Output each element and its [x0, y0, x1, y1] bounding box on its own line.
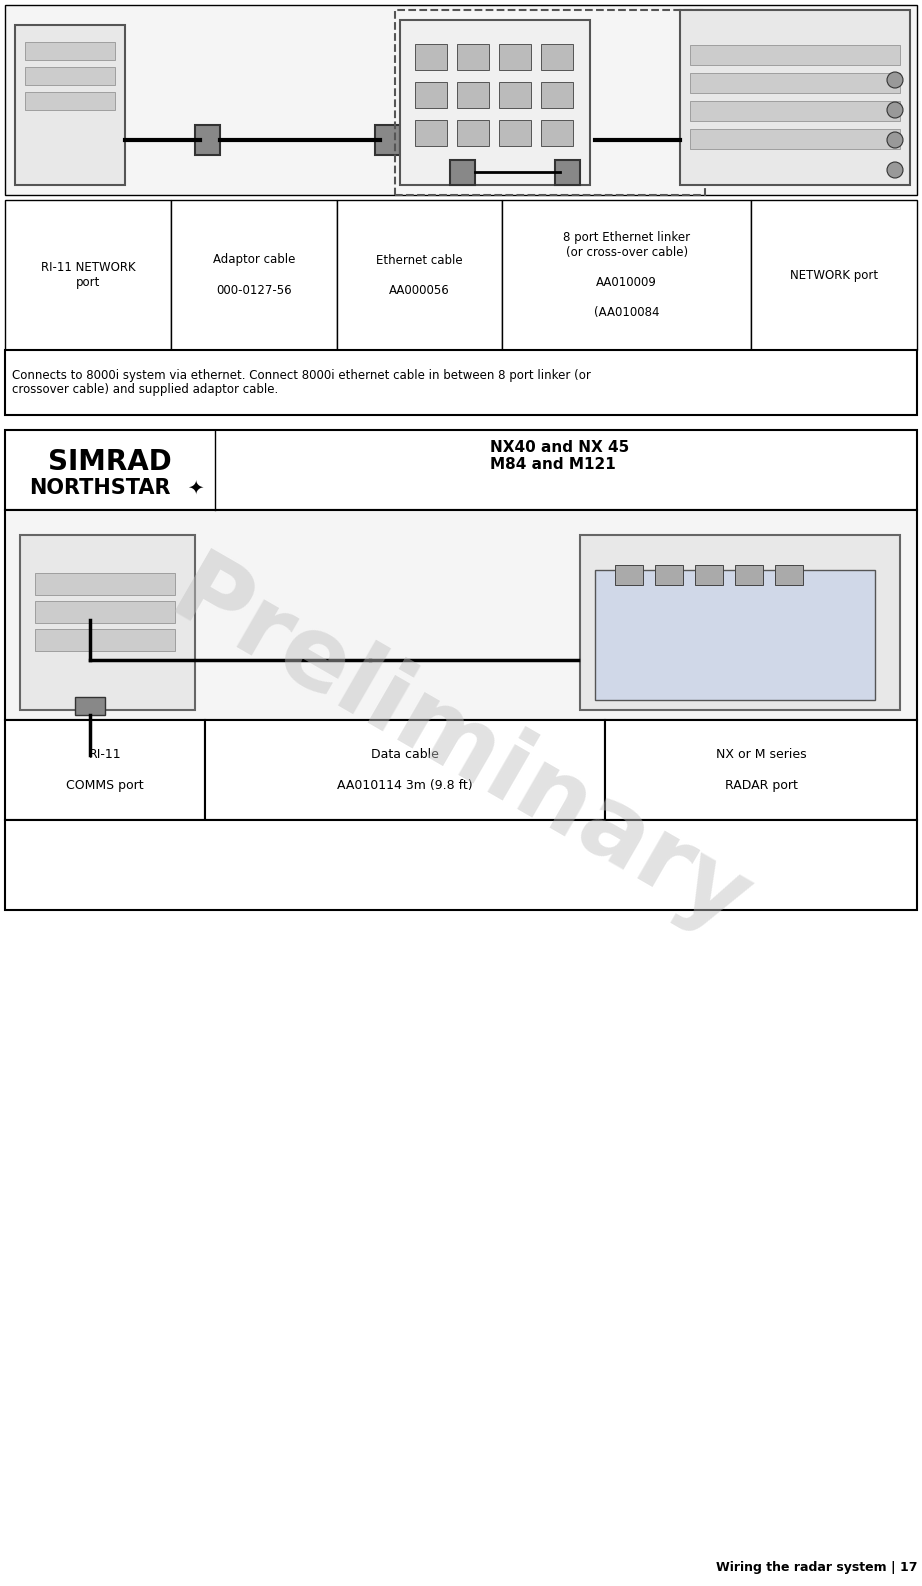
- Bar: [735, 565, 763, 585]
- Bar: [541, 44, 573, 70]
- Text: SIMRAD: SIMRAD: [48, 447, 171, 476]
- Bar: [5, 5, 917, 195]
- Bar: [457, 121, 489, 146]
- Text: Adaptor cable

000-0127-56: Adaptor cable 000-0127-56: [213, 254, 295, 297]
- Bar: [337, 200, 502, 351]
- Bar: [605, 720, 917, 820]
- Bar: [5, 720, 205, 820]
- Bar: [457, 82, 489, 108]
- Bar: [5, 351, 917, 416]
- Text: ✦: ✦: [187, 477, 203, 496]
- Circle shape: [887, 162, 903, 178]
- Text: NX40 and NX 45
M84 and M121: NX40 and NX 45 M84 and M121: [491, 439, 630, 473]
- Bar: [690, 128, 900, 149]
- Bar: [595, 569, 875, 699]
- Bar: [690, 102, 900, 121]
- Bar: [580, 534, 900, 711]
- Bar: [457, 44, 489, 70]
- Text: Connects to 8000i system via ethernet. Connect 8000i ethernet cable in between 8: Connects to 8000i system via ethernet. C…: [12, 368, 591, 396]
- Bar: [35, 630, 175, 650]
- Bar: [695, 565, 723, 585]
- Bar: [5, 430, 917, 511]
- Bar: [499, 82, 531, 108]
- Bar: [35, 573, 175, 595]
- Text: NETWORK port: NETWORK port: [790, 268, 878, 281]
- Text: Ethernet cable

AA000056: Ethernet cable AA000056: [376, 254, 463, 297]
- Bar: [499, 121, 531, 146]
- Bar: [5, 820, 917, 910]
- Bar: [555, 160, 580, 186]
- Text: 8 port Ethernet linker
(or cross-over cable)

AA010009

(AA010084: 8 port Ethernet linker (or cross-over ca…: [563, 232, 691, 319]
- Bar: [205, 720, 605, 820]
- Bar: [541, 82, 573, 108]
- Bar: [655, 565, 683, 585]
- Bar: [680, 10, 910, 186]
- Text: Wiring the radar system | 17: Wiring the radar system | 17: [715, 1562, 917, 1575]
- Bar: [690, 44, 900, 65]
- Bar: [502, 200, 751, 351]
- Bar: [499, 44, 531, 70]
- Bar: [615, 565, 643, 585]
- Text: Data cable

AA010114 3m (9.8 ft): Data cable AA010114 3m (9.8 ft): [337, 749, 473, 791]
- Circle shape: [887, 71, 903, 87]
- Bar: [395, 10, 705, 195]
- Bar: [450, 160, 475, 186]
- Bar: [5, 200, 171, 351]
- Text: NX or M series

RADAR port: NX or M series RADAR port: [715, 749, 807, 791]
- Bar: [375, 125, 400, 155]
- Bar: [75, 696, 105, 715]
- Bar: [171, 200, 337, 351]
- Bar: [751, 200, 917, 351]
- Bar: [15, 25, 125, 186]
- Bar: [541, 121, 573, 146]
- Bar: [25, 92, 115, 109]
- Bar: [5, 511, 917, 720]
- Bar: [195, 125, 220, 155]
- Bar: [415, 82, 447, 108]
- Bar: [20, 534, 195, 711]
- Text: NORTHSTAR: NORTHSTAR: [30, 477, 171, 498]
- Bar: [25, 67, 115, 86]
- Text: Preliminary: Preliminary: [154, 546, 766, 955]
- Bar: [25, 41, 115, 60]
- Text: RI-11

COMMS port: RI-11 COMMS port: [66, 749, 144, 791]
- Bar: [415, 121, 447, 146]
- Circle shape: [887, 102, 903, 117]
- Bar: [415, 44, 447, 70]
- Bar: [35, 601, 175, 623]
- Bar: [775, 565, 803, 585]
- Bar: [690, 73, 900, 94]
- Bar: [400, 21, 590, 186]
- Circle shape: [887, 132, 903, 147]
- Text: RI-11 NETWORK
port: RI-11 NETWORK port: [41, 262, 136, 289]
